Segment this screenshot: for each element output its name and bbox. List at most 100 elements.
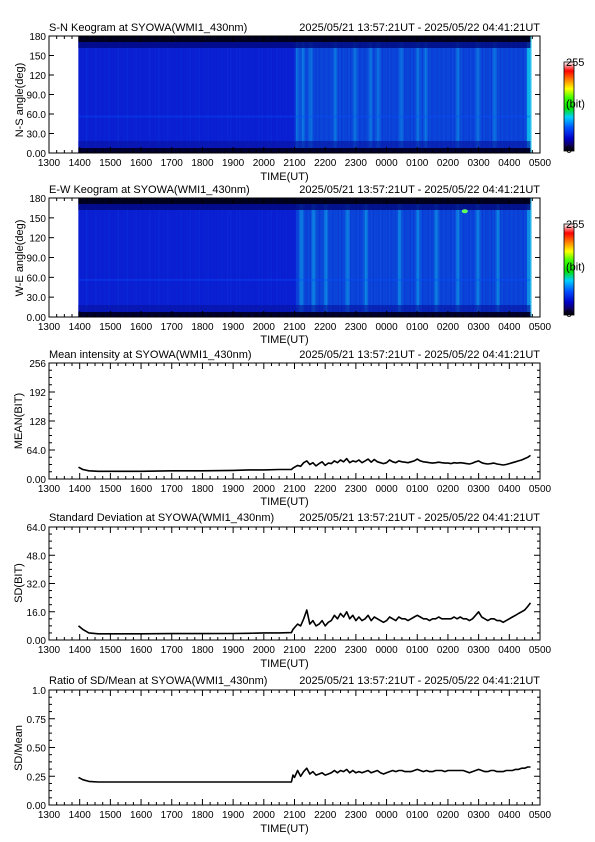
x-tick-label: 2300 (345, 158, 368, 169)
x-axis-label: TIME(UT) (260, 171, 308, 183)
x-tick-label: 1300 (38, 484, 61, 495)
x-tick-label: 2300 (345, 810, 368, 821)
x-tick-label: 0300 (468, 810, 491, 821)
x-tick-label: 1700 (161, 810, 184, 821)
x-tick-label: 1900 (222, 322, 245, 333)
chart-panel-2: E-W Keogram at SYOWA(WMI1_430nm) 2025/05/… (14, 184, 585, 346)
x-tick-label: 2000 (253, 645, 276, 656)
chart-time-range: 2025/05/21 13:57:21UT - 2025/05/22 04:41… (299, 22, 540, 34)
y-tick-label: 60.0 (27, 110, 47, 121)
x-tick-label: 0000 (375, 645, 398, 656)
x-tick-label: 1900 (222, 484, 245, 495)
x-tick-label: 1500 (99, 158, 122, 169)
chart-panel-3: Mean intensity at SYOWA(WMI1_430nm) 2025/… (13, 349, 552, 508)
x-tick-label: 1700 (161, 158, 184, 169)
x-tick-label: 2100 (283, 158, 306, 169)
plot-frame (48, 689, 541, 806)
y-tick-label: 1.0 (32, 686, 46, 697)
plot-frame (48, 362, 541, 480)
chart-title: Standard Deviation at SYOWA(WMI1_430nm) (49, 512, 274, 524)
chart-time-range: 2025/05/21 13:57:21UT - 2025/05/22 04:41… (299, 512, 540, 524)
x-tick-label: 1400 (69, 484, 92, 495)
x-tick-label: 2200 (314, 158, 337, 169)
chart-panel-5: Ratio of SD/Mean at SYOWA(WMI1_430nm) 202… (13, 675, 552, 835)
colorbar (563, 223, 575, 316)
x-tick-label: 0000 (375, 158, 398, 169)
x-tick-label: 0500 (529, 645, 552, 656)
keogram-spot (461, 209, 468, 214)
x-tick-label: 2300 (345, 484, 368, 495)
x-tick-label: 2000 (253, 810, 276, 821)
x-tick-label: 2100 (283, 322, 306, 333)
x-tick-label: 1800 (191, 158, 214, 169)
chart-title: Mean intensity at SYOWA(WMI1_430nm) (49, 349, 252, 361)
x-axis-label: TIME(UT) (260, 823, 308, 835)
y-axis-label: SD(BIT) (13, 563, 25, 603)
x-tick-label: 1600 (130, 322, 153, 333)
x-tick-label: 1800 (191, 810, 214, 821)
x-tick-label: 1300 (38, 810, 61, 821)
x-tick-label: 1600 (130, 484, 153, 495)
y-tick-label: 180 (29, 194, 46, 205)
keogram-bands (78, 198, 531, 317)
y-tick-label: 120 (29, 234, 46, 245)
x-tick-label: 0400 (498, 645, 521, 656)
y-tick-label: 150 (29, 52, 46, 63)
x-tick-label: 0300 (468, 484, 491, 495)
x-tick-label: 1500 (99, 810, 122, 821)
series-line (78, 766, 531, 783)
x-tick-label: 0500 (529, 322, 552, 333)
x-tick-label: 1800 (191, 484, 214, 495)
x-tick-label: 2300 (345, 322, 368, 333)
y-tick-label: 30.0 (27, 293, 47, 304)
chart-time-range: 2025/05/21 13:57:21UT - 2025/05/22 04:41… (299, 184, 540, 196)
x-tick-label: 1800 (191, 322, 214, 333)
x-tick-label: 2100 (283, 484, 306, 495)
x-tick-label: 0200 (437, 158, 460, 169)
colorbar-min-label: 0 (566, 308, 572, 320)
x-tick-label: 0000 (375, 484, 398, 495)
x-tick-label: 1500 (99, 484, 122, 495)
colorbar-unit-label: (bit) (566, 262, 585, 274)
series-line (77, 602, 532, 635)
x-tick-label: 2200 (314, 810, 337, 821)
x-tick-label: 0400 (498, 810, 521, 821)
x-tick-label: 0500 (529, 810, 552, 821)
keogram-columns (82, 36, 532, 153)
x-tick-label: 0300 (468, 322, 491, 333)
x-tick-label: 2200 (314, 322, 337, 333)
x-tick-label: 0500 (529, 158, 552, 169)
x-tick-label: 0100 (406, 645, 429, 656)
x-tick-label: 1300 (38, 322, 61, 333)
x-tick-label: 1600 (130, 645, 153, 656)
x-tick-label: 1400 (69, 810, 92, 821)
y-tick-label: 0.25 (27, 772, 47, 783)
y-tick-label: 64.0 (27, 523, 47, 534)
x-tick-label: 1600 (130, 810, 153, 821)
keogram-bands (78, 36, 531, 153)
y-tick-label: 0.50 (27, 744, 47, 755)
y-tick-label: 0.00 (27, 801, 47, 812)
x-axis-label: TIME(UT) (260, 334, 308, 346)
y-tick-label: 32.0 (27, 580, 47, 591)
x-tick-label: 0400 (498, 484, 521, 495)
x-tick-label: 1400 (69, 158, 92, 169)
keogram-columns (82, 198, 532, 317)
chart-panel-4: Standard Deviation at SYOWA(WMI1_430nm) 2… (13, 512, 552, 670)
chart-title: S-N Keogram at SYOWA(WMI1_430nm) (49, 22, 247, 34)
chart-time-range: 2025/05/21 13:57:21UT - 2025/05/22 04:41… (299, 675, 540, 687)
x-tick-label: 1900 (222, 645, 245, 656)
y-tick-label: 150 (29, 214, 46, 225)
y-tick-label: 60.0 (27, 273, 47, 284)
x-tick-label: 0400 (498, 158, 521, 169)
x-tick-label: 0200 (437, 645, 460, 656)
y-tick-label: 30.0 (27, 130, 47, 141)
x-tick-label: 2300 (345, 645, 368, 656)
x-tick-label: 1500 (99, 322, 122, 333)
x-tick-label: 1400 (69, 322, 92, 333)
colorbar-max-label: 255 (566, 57, 584, 69)
y-tick-label: 192 (29, 388, 46, 399)
x-tick-label: 0100 (406, 158, 429, 169)
chart-panel-1: S-N Keogram at SYOWA(WMI1_430nm) 2025/05/… (14, 22, 585, 183)
y-axis-label: SD/Mean (13, 725, 25, 771)
